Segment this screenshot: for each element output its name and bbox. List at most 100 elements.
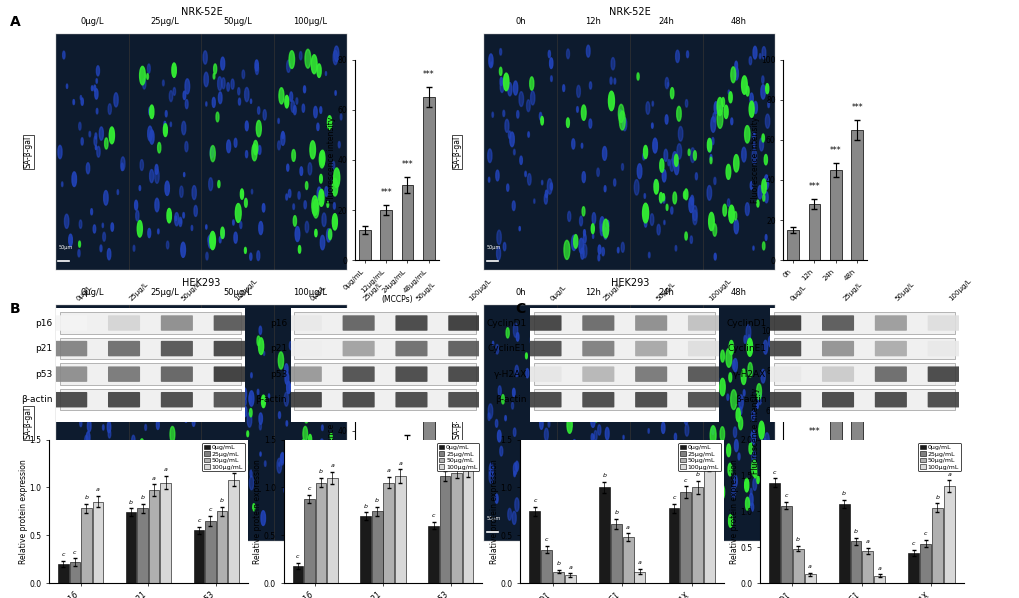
Circle shape xyxy=(709,517,712,527)
Circle shape xyxy=(602,219,608,238)
Circle shape xyxy=(78,241,81,247)
Circle shape xyxy=(736,408,740,422)
Circle shape xyxy=(68,234,72,246)
Text: 25μg/L: 25μg/L xyxy=(362,281,383,303)
Circle shape xyxy=(644,219,646,227)
FancyBboxPatch shape xyxy=(529,315,561,331)
FancyBboxPatch shape xyxy=(108,367,140,382)
Circle shape xyxy=(185,99,187,109)
FancyBboxPatch shape xyxy=(108,341,140,356)
Circle shape xyxy=(676,106,681,121)
Circle shape xyxy=(666,83,668,86)
Circle shape xyxy=(206,252,208,260)
Circle shape xyxy=(217,77,221,90)
Circle shape xyxy=(497,386,500,396)
Circle shape xyxy=(321,152,324,162)
Circle shape xyxy=(184,411,187,422)
Text: a: a xyxy=(164,467,167,472)
Circle shape xyxy=(218,181,220,188)
Circle shape xyxy=(524,171,526,176)
Circle shape xyxy=(650,346,656,364)
Circle shape xyxy=(762,242,764,250)
Circle shape xyxy=(659,159,663,172)
Circle shape xyxy=(220,57,224,70)
Circle shape xyxy=(665,323,668,332)
Circle shape xyxy=(762,340,767,354)
Circle shape xyxy=(693,151,696,160)
Circle shape xyxy=(133,478,138,493)
Circle shape xyxy=(170,122,171,127)
Circle shape xyxy=(591,224,594,234)
Circle shape xyxy=(605,469,609,481)
Text: p16: p16 xyxy=(269,319,286,328)
Circle shape xyxy=(712,224,716,236)
Circle shape xyxy=(709,155,711,161)
Circle shape xyxy=(323,472,326,483)
Circle shape xyxy=(317,123,319,130)
Bar xyxy=(401,185,413,260)
Circle shape xyxy=(613,382,615,388)
Circle shape xyxy=(527,173,531,185)
Circle shape xyxy=(669,159,674,171)
FancyBboxPatch shape xyxy=(582,367,613,382)
Circle shape xyxy=(621,164,623,170)
Circle shape xyxy=(251,190,253,194)
Circle shape xyxy=(148,64,150,73)
Circle shape xyxy=(139,445,141,453)
Circle shape xyxy=(707,138,711,152)
Circle shape xyxy=(728,90,729,94)
FancyBboxPatch shape xyxy=(821,367,853,382)
Circle shape xyxy=(311,55,317,74)
FancyBboxPatch shape xyxy=(447,315,480,331)
Circle shape xyxy=(646,364,649,374)
Circle shape xyxy=(519,227,520,231)
Circle shape xyxy=(711,426,713,435)
Circle shape xyxy=(278,352,283,369)
Text: b: b xyxy=(796,537,800,542)
Circle shape xyxy=(244,398,246,405)
Text: b: b xyxy=(375,498,379,503)
Circle shape xyxy=(572,139,575,149)
Bar xyxy=(598,487,609,583)
Circle shape xyxy=(117,402,120,415)
Circle shape xyxy=(726,349,731,367)
Bar xyxy=(383,483,393,583)
Circle shape xyxy=(761,76,763,84)
Circle shape xyxy=(218,520,220,527)
Text: γ-H2AX: γ-H2AX xyxy=(733,370,765,379)
Circle shape xyxy=(566,49,569,59)
Circle shape xyxy=(562,327,565,334)
Circle shape xyxy=(633,454,634,459)
Circle shape xyxy=(148,126,152,141)
Circle shape xyxy=(237,385,242,398)
Text: 50μg/L: 50μg/L xyxy=(223,17,252,26)
Circle shape xyxy=(212,97,215,108)
Circle shape xyxy=(104,469,108,484)
Circle shape xyxy=(745,325,750,340)
Circle shape xyxy=(615,453,619,462)
Circle shape xyxy=(720,350,723,362)
Bar xyxy=(622,537,633,583)
Circle shape xyxy=(660,371,662,379)
Bar xyxy=(81,508,92,583)
Circle shape xyxy=(192,335,196,346)
Text: a: a xyxy=(152,476,156,481)
Circle shape xyxy=(184,142,187,152)
Circle shape xyxy=(586,45,590,57)
Circle shape xyxy=(503,73,508,91)
Circle shape xyxy=(664,77,668,89)
Circle shape xyxy=(87,432,90,444)
Circle shape xyxy=(580,355,582,361)
Circle shape xyxy=(138,221,143,237)
Circle shape xyxy=(193,395,195,400)
Circle shape xyxy=(110,453,112,458)
FancyBboxPatch shape xyxy=(294,312,475,334)
Circle shape xyxy=(749,493,752,506)
Text: ***: *** xyxy=(423,352,434,362)
Text: 12h: 12h xyxy=(585,288,601,297)
Circle shape xyxy=(616,248,619,253)
Bar xyxy=(703,463,714,583)
Circle shape xyxy=(319,190,324,206)
Circle shape xyxy=(495,170,498,181)
Circle shape xyxy=(606,487,609,499)
